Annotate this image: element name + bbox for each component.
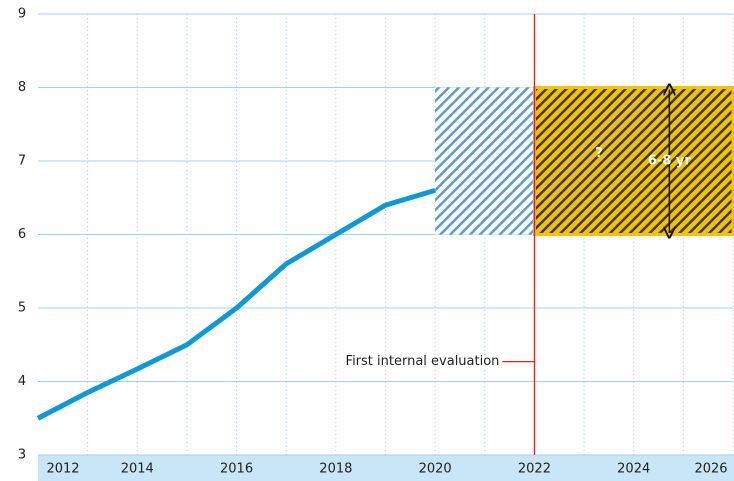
x-tick-label: 2014	[121, 462, 154, 477]
y-tick-label: 4	[18, 374, 26, 389]
annotation: First internal evaluation	[346, 354, 500, 369]
x-tick-label: 2012	[46, 462, 79, 477]
x-tick-label: 2020	[419, 462, 452, 477]
annotation: 6-8 yr	[648, 154, 691, 169]
hatched-region	[435, 87, 535, 235]
y-tick-label: 9	[18, 7, 26, 22]
data-line	[36, 188, 436, 421]
y-tick-label: 8	[18, 80, 26, 95]
x-tick-label: 2022	[518, 462, 551, 477]
x-axis-band	[38, 455, 734, 481]
y-tick-label: 5	[18, 301, 26, 316]
x-tick-label: 2024	[617, 462, 650, 477]
hatched-region	[532, 86, 734, 236]
y-tick-label: 7	[18, 154, 26, 169]
x-tick-label: 2016	[220, 462, 253, 477]
y-tick-label: 3	[18, 448, 26, 463]
y-tick-label: 6	[18, 227, 26, 242]
x-tick-label: 2026	[694, 462, 727, 477]
x-tick-label: 2018	[319, 462, 352, 477]
annotation: ?	[595, 146, 603, 161]
